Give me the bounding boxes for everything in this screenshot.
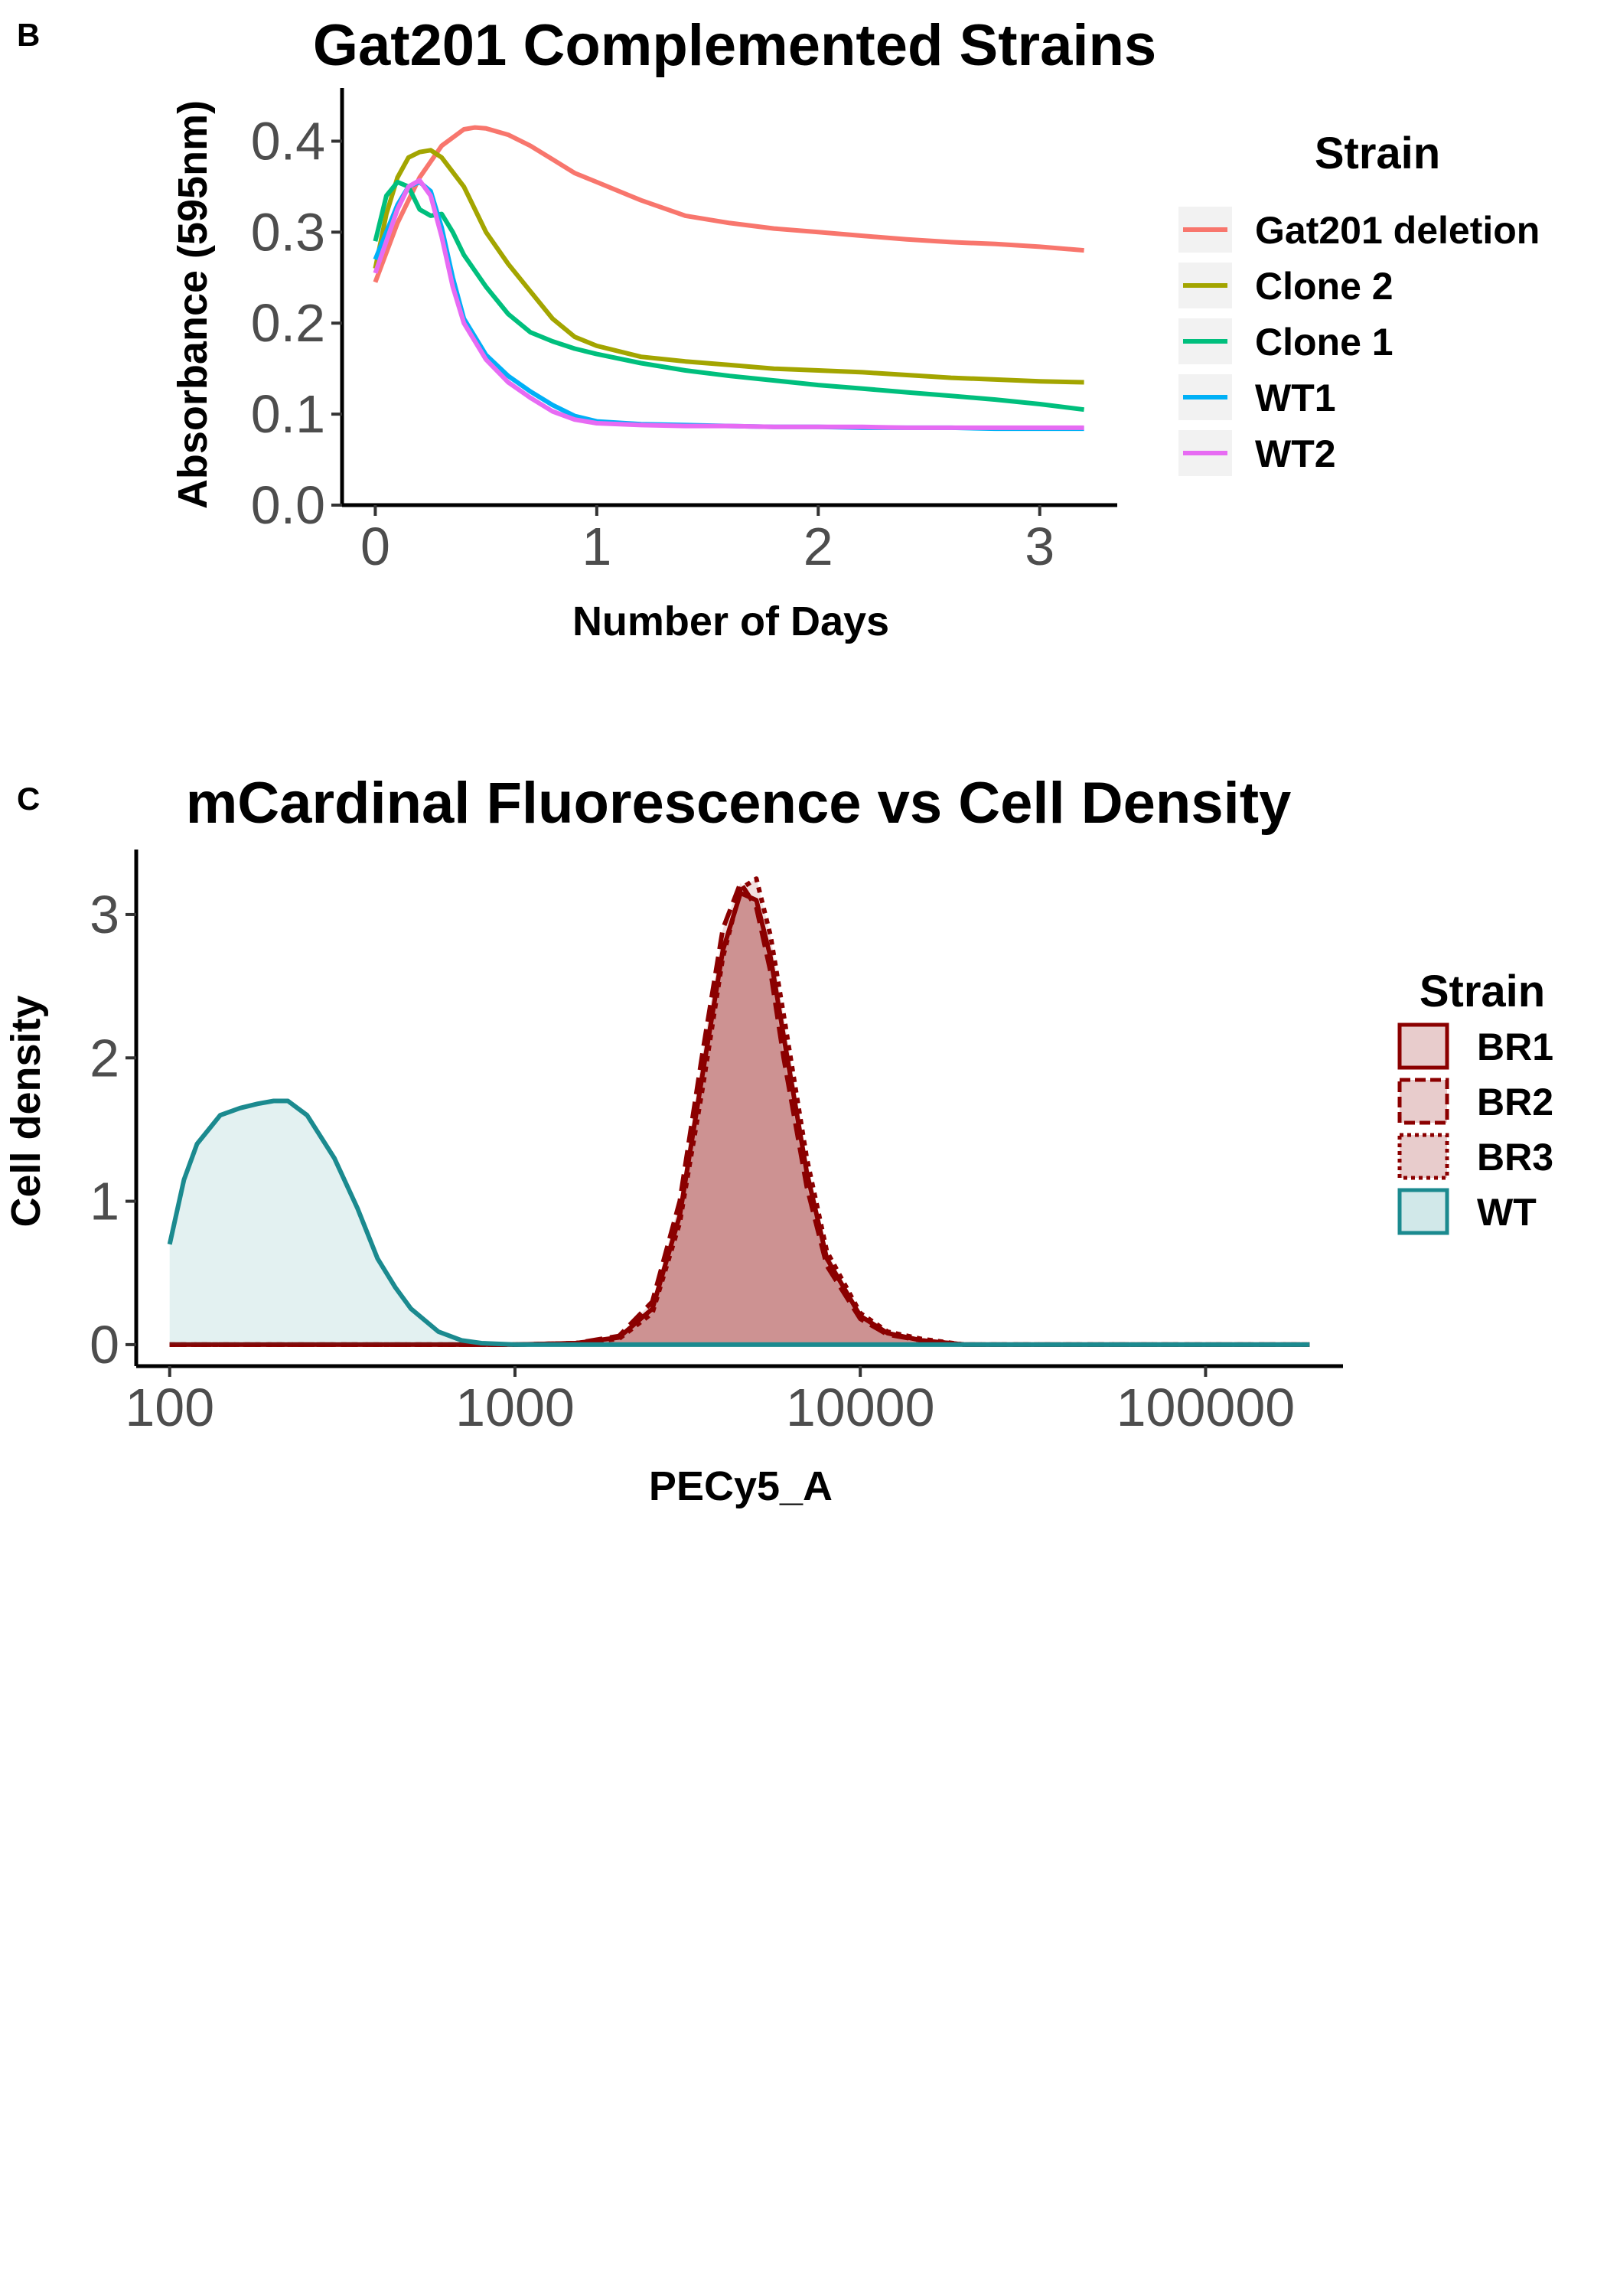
area-br1 [169,892,1310,1345]
x-tick-label: 0 [360,517,390,576]
y-tick-label: 0 [90,1315,119,1375]
legend-label-wt2: WT2 [1255,432,1336,475]
y-tick-label: 0.2 [251,293,325,353]
legend-label-br1: BR1 [1477,1026,1553,1068]
line-clone-1 [373,179,1084,413]
legend: Strain Gat201 deletion Clone 2 Clone 1 WT1 WT… [1178,129,1540,476]
y-tick-label: 0.0 [251,475,325,535]
line-gat201-deletion [373,125,1084,283]
panel-b-chart: B Gat201 Complemented Strains 0 1 2 3 0.0 0.1 0.… [17,13,1540,644]
legend-label-clone-1: Clone 1 [1255,321,1393,364]
x-tick-label: 100 [125,1378,214,1437]
x-tick-label: 2 [804,517,833,576]
x-tick-label: 100000 [1116,1378,1296,1437]
legend: Strain BR1 BR2 BR3 WT [1397,967,1553,1235]
panel-label: C [17,781,40,817]
x-axis-label: PECy5_A [649,1463,833,1509]
line-wt2 [373,178,1084,430]
y-tick-label: 2 [90,1028,119,1088]
x-axis-label: Number of Days [572,598,889,644]
line-br3 [169,876,1310,1347]
y-axis-label: Cell density [3,995,49,1227]
area-br2 [169,882,1310,1345]
x-tick-label: 10000 [786,1378,935,1437]
y-tick-label: 0.4 [251,111,325,171]
legend-key-br2 [1397,1078,1449,1125]
x-tick-label: 1000 [455,1378,575,1437]
legend-label-gat201-deletion: Gat201 deletion [1255,209,1540,252]
legend-label-wt1: WT1 [1255,377,1336,419]
area-wt [169,1101,1310,1345]
legend-title: Strain [1420,967,1545,1016]
legend-label-br3: BR3 [1477,1136,1553,1179]
legend-label-clone-2: Clone 2 [1255,265,1393,308]
legend-key-br1 [1397,1022,1449,1070]
legend-title: Strain [1315,129,1440,178]
series-group [373,125,1084,432]
y-tick-label: 1 [90,1172,119,1231]
x-tick-label: 1 [582,517,611,576]
y-axis-label: Absorbance (595nm) [170,100,216,509]
legend-label-br2: BR2 [1477,1081,1553,1124]
legend-key-wt [1397,1188,1449,1235]
chart-title: mCardinal Fluorescence vs Cell Density [186,771,1292,836]
panel-label: B [17,17,40,53]
y-tick-label: 3 [90,885,119,944]
legend-label-wt: WT [1477,1191,1537,1234]
legend-key-br3 [1397,1133,1449,1180]
chart-title: Gat201 Complemented Strains [313,13,1156,78]
y-tick-label: 0.1 [251,384,325,444]
series-group [167,876,1310,1347]
line-clone-2 [373,148,1084,385]
line-wt [167,1098,1310,1347]
x-tick-label: 3 [1025,517,1054,576]
area-br3 [169,879,1310,1345]
y-tick-label: 0.3 [251,202,325,262]
